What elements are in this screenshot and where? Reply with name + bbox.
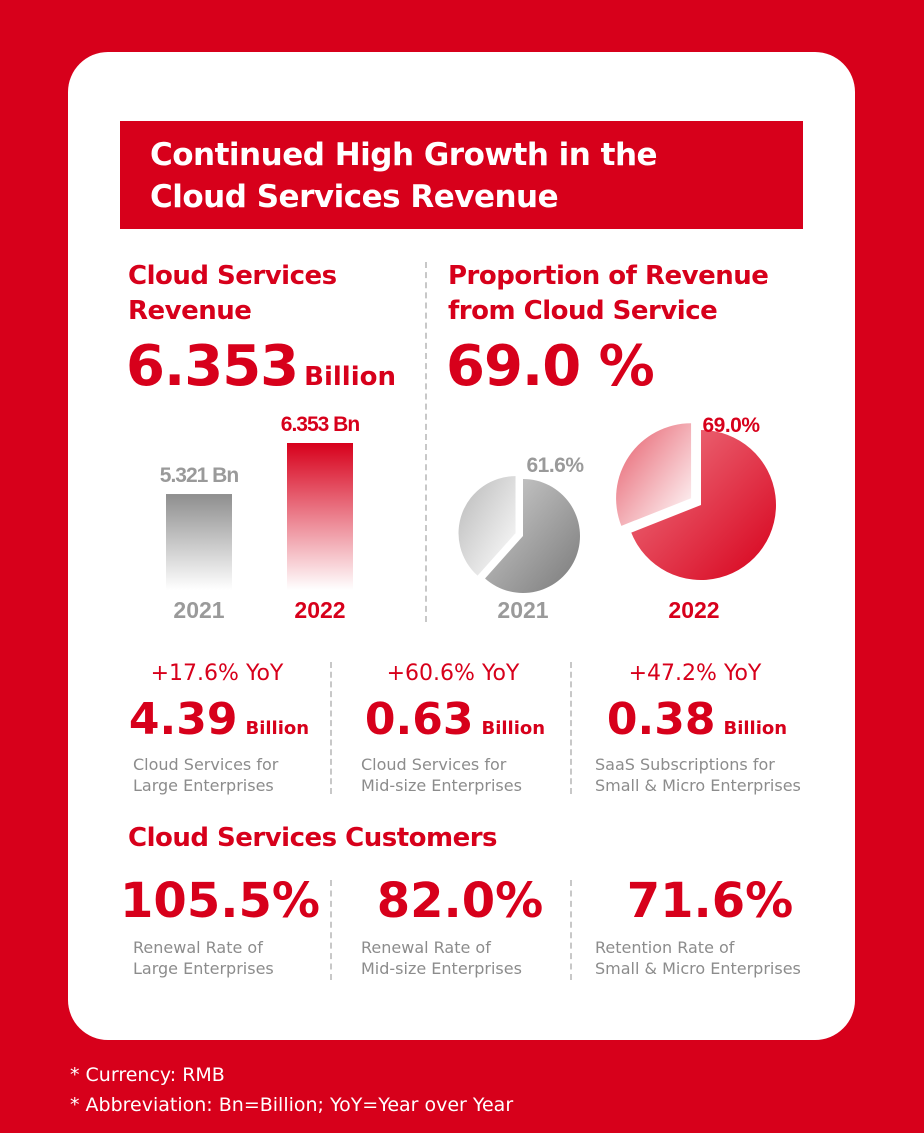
desc-line-2: Mid-size Enterprises xyxy=(361,776,522,795)
revenue-total: 6.353 Billion xyxy=(126,334,396,399)
divider xyxy=(425,262,427,622)
desc-line-1: Cloud Services for xyxy=(133,755,279,774)
segment-value: 0.63 xyxy=(364,694,474,745)
footnote-currency: * Currency: RMB xyxy=(70,1064,225,1086)
customer-description: Renewal Rate of Large Enterprises xyxy=(133,937,383,979)
customer-description: Renewal Rate of Mid-size Enterprises xyxy=(361,937,611,979)
segment-yoy: +17.6% YoY xyxy=(150,661,284,686)
segment-value: 4.39 xyxy=(128,694,238,745)
revenue-charts: 5.321 Bn 2021 6.353 Bn 2022 61.6% 2021 69.0% 2… xyxy=(160,413,777,623)
title-line-2: Cloud Services Revenue xyxy=(150,179,559,215)
customer-rate: 82.0% xyxy=(376,873,544,929)
revenue-heading-line-2: Revenue xyxy=(128,296,252,326)
divider xyxy=(330,662,332,794)
revenue-unit: Billion xyxy=(304,362,396,392)
segment-unit: Billion xyxy=(481,718,546,739)
pie-slice-cloud-2022 xyxy=(631,430,777,581)
desc-line-2: Small & Micro Enterprises xyxy=(595,959,801,978)
segment-description: Cloud Services for Mid-size Enterprises xyxy=(361,754,611,796)
pie-slice-other-2022 xyxy=(616,423,692,526)
segment-revenue: 0.38 Billion xyxy=(582,694,812,745)
revenue-heading-line-1: Cloud Services xyxy=(128,261,337,291)
bar-category-label: 2022 xyxy=(294,597,345,623)
title-line-1: Continued High Growth in the xyxy=(150,137,658,173)
segment-value: 0.38 xyxy=(606,694,716,745)
customer-rate: 105.5% xyxy=(120,873,320,929)
segment-yoy: +47.2% YoY xyxy=(628,661,762,686)
pie-data-label: 69.0% xyxy=(702,414,760,437)
segment-unit: Billion xyxy=(245,718,310,739)
divider xyxy=(570,880,572,980)
desc-line-1: Retention Rate of xyxy=(595,938,735,957)
pie-data-label: 61.6% xyxy=(526,454,584,477)
divider xyxy=(570,662,572,794)
desc-line-1: SaaS Subscriptions for xyxy=(595,755,775,774)
proportion-heading-line-2: from Cloud Service xyxy=(448,296,718,326)
segment-unit: Billion xyxy=(723,718,788,739)
divider xyxy=(330,880,332,980)
customers-heading: Cloud Services Customers xyxy=(128,823,498,853)
segment-revenue: 0.63 Billion xyxy=(340,694,570,745)
proportion-heading-line-1: Proportion of Revenue xyxy=(448,261,769,291)
desc-line-1: Cloud Services for xyxy=(361,755,507,774)
desc-line-1: Renewal Rate of xyxy=(361,938,491,957)
footnote-abbreviation: * Abbreviation: Bn=Billion; YoY=Year ove… xyxy=(70,1094,514,1116)
pie-category-label: 2022 xyxy=(668,597,719,623)
segment-yoy: +60.6% YoY xyxy=(386,661,520,686)
revenue-heading: Cloud Services Revenue xyxy=(128,259,337,329)
pie-slice-cloud-2021 xyxy=(485,479,581,594)
segment-revenue: 4.39 Billion xyxy=(104,694,334,745)
bar-2021 xyxy=(166,494,232,590)
bar-category-label: 2021 xyxy=(173,597,224,623)
customer-description: Retention Rate of Small & Micro Enterpris… xyxy=(595,937,845,979)
desc-line-2: Small & Micro Enterprises xyxy=(595,776,801,795)
revenue-value: 6.353 xyxy=(126,334,299,399)
title-banner: Continued High Growth in the Cloud Servi… xyxy=(120,121,803,229)
desc-line-2: Large Enterprises xyxy=(133,959,274,978)
segment-description: SaaS Subscriptions for Small & Micro Ente… xyxy=(595,754,845,796)
desc-line-2: Large Enterprises xyxy=(133,776,274,795)
pie-slice-other-2021 xyxy=(458,476,516,576)
proportion-heading: Proportion of Revenue from Cloud Service xyxy=(448,259,769,329)
pie-category-label: 2021 xyxy=(497,597,548,623)
bar-data-label: 5.321 Bn xyxy=(160,464,239,487)
desc-line-1: Renewal Rate of xyxy=(133,938,263,957)
customer-rate: 71.6% xyxy=(626,873,794,929)
segment-description: Cloud Services for Large Enterprises xyxy=(133,754,383,796)
proportion-value: 69.0 % xyxy=(446,334,655,399)
bar-data-label: 6.353 Bn xyxy=(281,413,360,436)
bar-2022 xyxy=(287,443,353,590)
desc-line-2: Mid-size Enterprises xyxy=(361,959,522,978)
